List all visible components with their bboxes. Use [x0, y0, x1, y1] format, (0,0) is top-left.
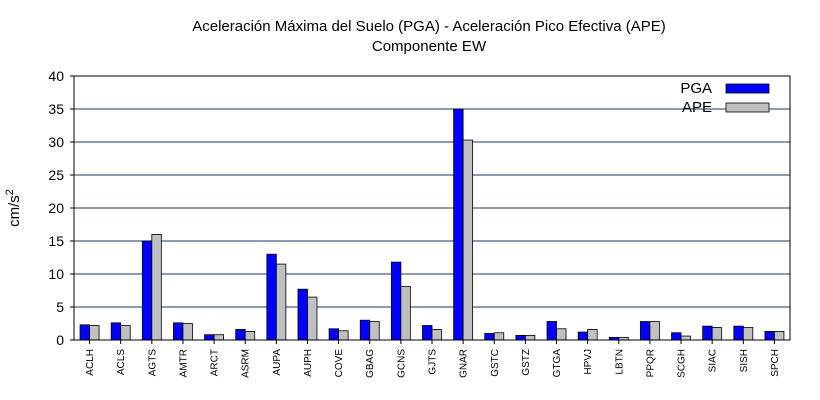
x-tick-label: PPQR: [645, 349, 656, 377]
bar-pga-agts: [141, 240, 153, 341]
bar-ape-gnar: [462, 139, 474, 341]
y-tick-label: 40: [48, 68, 64, 84]
x-tick-label: LBTN: [614, 349, 625, 375]
y-tick-label: 35: [48, 101, 64, 117]
x-tick-label: HPVJ: [583, 349, 594, 375]
x-tick-label: AGTS: [147, 349, 158, 377]
bar-pga-siac: [702, 325, 713, 341]
y-tick-label: 25: [48, 167, 64, 183]
x-tick-label: GTGA: [552, 349, 563, 378]
chart-title: Aceleración Máxima del Suelo (PGA) - Ace…: [192, 18, 666, 35]
bar-pga-acls: [110, 322, 122, 341]
chart-subtitle: Componente EW: [372, 38, 487, 55]
y-tick-label: 20: [48, 200, 64, 216]
bar-ape-aupa: [275, 263, 287, 341]
legend-swatch-ape: [725, 102, 770, 113]
bar-pga-cove: [328, 328, 340, 341]
bar-ape-acls: [120, 325, 131, 341]
legend-swatch-pga: [725, 83, 770, 94]
bar-pga-gstz: [515, 334, 526, 341]
bar-ape-agts: [151, 233, 162, 341]
y-axis-label: cm/s2: [4, 189, 23, 227]
bar-ape-asrm: [244, 331, 256, 341]
bar-ape-ppqr: [649, 321, 660, 341]
y-axis-label-base: cm/s: [6, 195, 23, 227]
bar-ape-hpvj: [587, 329, 598, 341]
bar-pga-auph: [297, 288, 308, 341]
y-tick-label: 30: [48, 134, 64, 150]
svg-text:cm/s2: cm/s2: [4, 189, 23, 227]
x-tick-label: ACLS: [116, 349, 127, 375]
x-tick-label: AUPA: [272, 349, 283, 376]
bar-ape-gjts: [431, 329, 442, 341]
gridlines: [74, 108, 790, 308]
bar-pga-gcns: [390, 261, 402, 341]
bar-pga-gjts: [422, 325, 433, 341]
bar-ape-siac: [711, 327, 723, 341]
bar-pga-gtga: [546, 321, 557, 341]
y-tick-label: 5: [56, 299, 64, 315]
bar-pga-arct: [204, 334, 215, 341]
legend: PGA APE: [680, 80, 770, 116]
bar-ape-cove: [338, 330, 349, 341]
bar-pga-gbag: [359, 319, 371, 341]
bar-ape-amtr: [182, 323, 193, 341]
legend-label-ape: APE: [682, 99, 712, 116]
bar-pga-sish: [733, 325, 744, 341]
bar-pga-ppqr: [640, 321, 651, 341]
bar-pga-asrm: [235, 329, 246, 341]
x-tick-label: SPCH: [770, 349, 781, 377]
bar-ape-gtga: [556, 328, 567, 341]
x-tick-label: SCGH: [677, 349, 688, 378]
bar-ape-aclh: [89, 325, 100, 341]
bar-ape-scgh: [680, 335, 691, 341]
x-tick-label: SISH: [739, 349, 750, 372]
bar-pga-spch: [764, 331, 775, 341]
x-axis-ticks: ACLH ACLS AGTS AMTR ARCT ASRM AUPA AUPH COVE GBAG…: [85, 340, 781, 378]
bar-pga-aclh: [79, 324, 90, 341]
bar-pga-aupa: [266, 253, 277, 341]
bar-ape-spch: [774, 331, 785, 341]
bar-pga-scgh: [671, 332, 682, 341]
bar-ape-arct: [213, 334, 224, 341]
x-tick-label: AUPH: [303, 349, 314, 377]
x-tick-label: ACLH: [85, 349, 96, 376]
bar-pga-gstc: [484, 332, 495, 341]
legend-label-pga: PGA: [680, 80, 712, 97]
plot-frame: [73, 75, 791, 341]
bar-ape-auph: [307, 296, 318, 341]
bar-pga-gnar: [453, 108, 464, 341]
x-tick-label: GNAR: [459, 349, 470, 378]
bar-pga-hpvj: [577, 331, 589, 341]
y-tick-label: 15: [48, 233, 64, 249]
bar-ape-gstc: [493, 332, 505, 341]
bar-pga-amtr: [173, 322, 184, 341]
bar-ape-gcns: [400, 286, 411, 341]
bar-ape-gstz: [524, 334, 536, 341]
x-tick-label: ASRM: [241, 349, 252, 378]
y-axis-ticks: 0 5 10 15 20 25 30 35 40: [48, 68, 74, 348]
bar-ape-sish: [742, 327, 754, 341]
x-tick-label: GBAG: [365, 349, 376, 378]
x-tick-label: AMTR: [178, 349, 189, 377]
x-tick-label: ARCT: [210, 349, 221, 376]
x-tick-label: GSTC: [490, 349, 501, 377]
x-tick-label: GSTZ: [521, 349, 532, 376]
x-tick-label: COVE: [334, 349, 345, 378]
y-tick-label: 0: [56, 332, 64, 348]
x-tick-label: GJTS: [428, 349, 439, 375]
x-tick-label: SIAC: [708, 349, 719, 372]
x-tick-label: GCNS: [396, 349, 407, 378]
bar-ape-gbag: [369, 321, 380, 341]
y-tick-label: 10: [48, 266, 64, 282]
bars: [79, 108, 785, 341]
y-axis-label-exponent: 2: [4, 189, 16, 195]
